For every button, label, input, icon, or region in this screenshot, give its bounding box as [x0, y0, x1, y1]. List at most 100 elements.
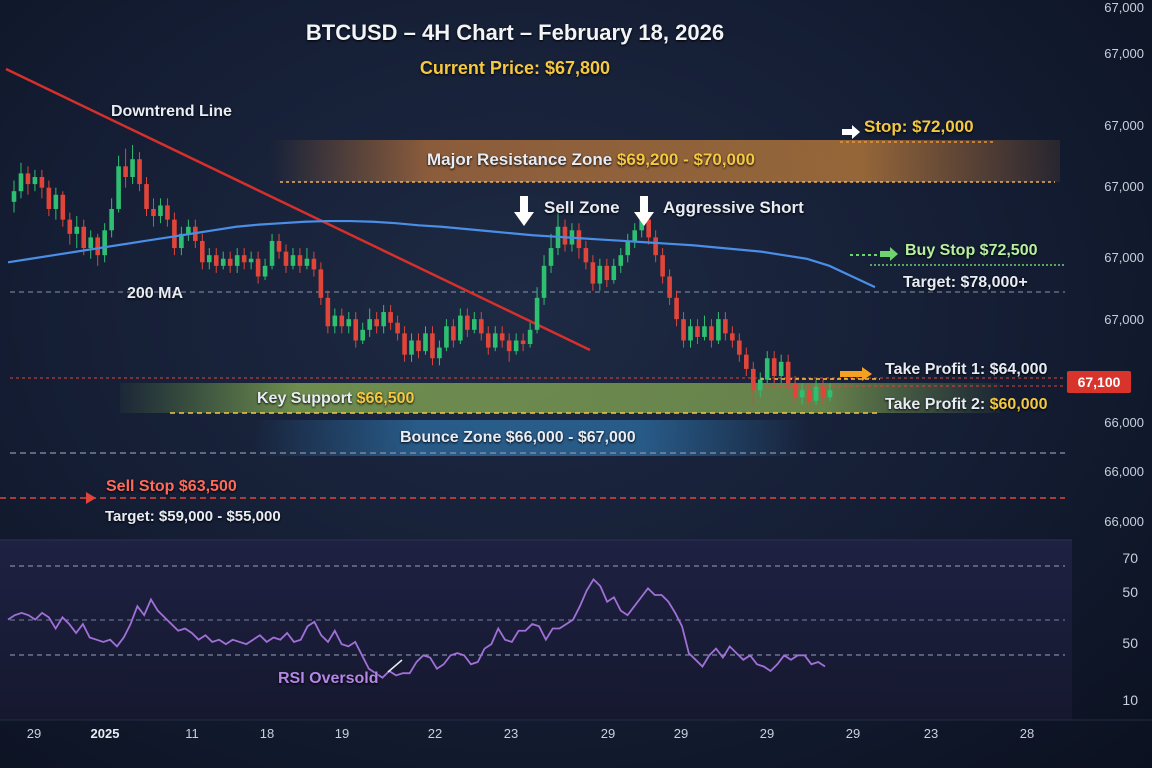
candle-body [109, 208, 114, 231]
candle-body [74, 226, 80, 234]
candle-body [451, 326, 456, 341]
candle-body [723, 319, 728, 334]
candle-body [562, 226, 568, 245]
x-tick-label: 23 [923, 726, 939, 741]
x-tick-label: 23 [503, 726, 519, 741]
candle-body [137, 159, 142, 185]
candle-body [409, 340, 414, 355]
x-tick-label: 22 [427, 726, 443, 741]
resistance-zone-range: $69,200 - $70,000 [616, 150, 755, 169]
key-support-value: $66,500 [356, 390, 415, 407]
candle-body [388, 312, 393, 323]
candle-body [304, 258, 310, 266]
sell-stop-arrow-icon [86, 492, 96, 504]
y-tick-label: 67,000 [1104, 46, 1144, 61]
support-zone [120, 383, 1000, 413]
rsi-tick-label: 10 [1122, 692, 1138, 708]
aggressive-short-arrow-icon [634, 196, 654, 226]
candle-body [360, 329, 366, 341]
x-tick-label: 19 [334, 726, 350, 741]
candle-body [158, 205, 163, 217]
candle-body [144, 184, 149, 209]
candle-body [213, 255, 219, 266]
candle-body [46, 187, 52, 209]
x-tick-label: 18 [259, 726, 275, 741]
x-tick-label: 29 [845, 726, 861, 741]
x-tick-label: 29 [26, 726, 42, 741]
candle-body [499, 333, 505, 341]
candle-body [374, 319, 379, 327]
candle-body [437, 347, 442, 359]
sell-stop-label: Sell Stop $63,500 [106, 478, 237, 495]
candle-body [88, 237, 94, 249]
take-profit-1-label: Take Profit 1: $64,000 [885, 361, 1048, 378]
candle-body [618, 255, 624, 266]
candle-body [186, 226, 191, 234]
candle-body [695, 326, 700, 337]
candle-body [60, 194, 66, 220]
candle-body [95, 237, 100, 256]
candle-body [583, 248, 589, 263]
candle-body [513, 340, 519, 352]
candle-body [206, 255, 212, 263]
key-support-title: Key Support [257, 390, 353, 407]
tp1-arrow-icon [840, 367, 872, 381]
candle-body [653, 237, 658, 256]
rsi-oversold-pointer-icon [387, 659, 403, 673]
candle-body [248, 258, 254, 263]
candle-body [639, 219, 644, 231]
candle-body [297, 255, 303, 266]
candle-body [381, 312, 386, 327]
candle-body [325, 297, 331, 327]
candle-body [674, 297, 679, 320]
candle-body [255, 258, 261, 277]
y-tick-label: 67,000 [1104, 312, 1144, 327]
candle-body [200, 240, 205, 263]
candle-body [625, 240, 631, 256]
candle-body [820, 386, 826, 398]
candle-body [827, 390, 833, 398]
rsi-line [7, 577, 826, 679]
ma-200-line [7, 219, 876, 289]
candle-body [737, 340, 742, 355]
sell-zone-label: Sell Zone [544, 198, 620, 217]
candle-body [688, 326, 693, 341]
candle-body [792, 383, 798, 398]
candle-body [806, 390, 812, 401]
candle-body [611, 265, 617, 281]
buy-target-label: Target: $78,000+ [903, 274, 1028, 291]
candle-body [416, 340, 421, 352]
rsi-tick-label: 50 [1122, 635, 1138, 651]
candle-body [339, 315, 345, 327]
take-profit-2-label: Take Profit 2: $60,000 [885, 396, 1047, 414]
candle-body [750, 368, 756, 391]
resistance-zone-title: Major Resistance Zone [427, 150, 613, 169]
candle-body [709, 326, 714, 341]
candle-body [548, 248, 554, 266]
y-tick-label: 67,000 [1104, 118, 1144, 133]
candle-body [632, 230, 638, 241]
downtrend-line [5, 67, 591, 352]
candle-body [353, 319, 359, 341]
candle-body [227, 258, 233, 266]
aggressive-short-label: Aggressive Short [663, 198, 804, 217]
candle-body [534, 297, 540, 330]
candle-body [813, 386, 819, 401]
candle-body [771, 358, 777, 377]
candle-body [332, 315, 338, 327]
candle-body [269, 240, 275, 266]
candle-body [102, 230, 107, 256]
x-tick-label: 28 [1019, 726, 1035, 741]
candle-body [730, 333, 735, 341]
x-tick-label: 11 [185, 726, 199, 741]
candle-body [590, 262, 596, 284]
candle-body [311, 258, 317, 270]
candle-body [262, 265, 268, 277]
candle-body [402, 333, 407, 355]
candle-body [346, 319, 352, 327]
candle-body [541, 265, 547, 298]
candle-body [18, 173, 24, 192]
current-price-label: Current Price: [419, 58, 540, 78]
